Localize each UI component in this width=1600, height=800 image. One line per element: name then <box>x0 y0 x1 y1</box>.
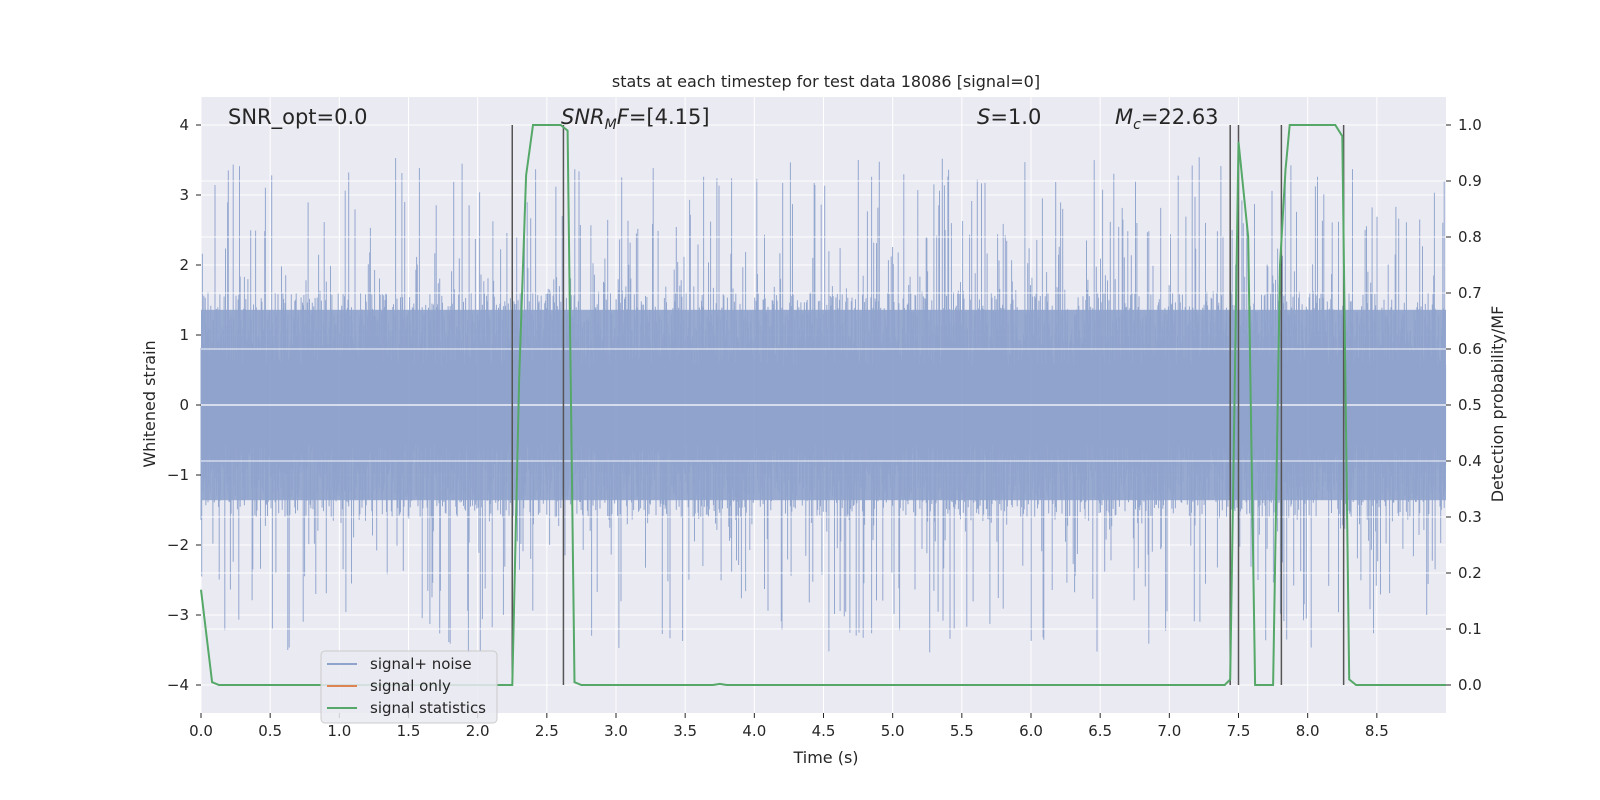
legend-label-signal-noise: signal+ noise <box>370 655 472 673</box>
y-right-tick-label-3: 0.3 <box>1458 508 1482 526</box>
x-tick-label-11: 5.5 <box>950 722 974 740</box>
x-tick-label-15: 7.5 <box>1227 722 1251 740</box>
y-left-tick-label-8: 4 <box>179 116 189 134</box>
y-right-tick-label-5: 0.5 <box>1458 396 1482 414</box>
signal-statistics-series <box>200 124 1446 686</box>
x-tick-label-10: 5.0 <box>881 722 905 740</box>
mc-value: =22.63 <box>1141 105 1219 129</box>
chart-title: stats at each timestep for test data 180… <box>612 72 1040 91</box>
x-tick-label-5: 2.5 <box>535 722 559 740</box>
x-tick-label-17: 8.5 <box>1365 722 1389 740</box>
x-tick-label-2: 1.0 <box>327 722 351 740</box>
legend-label-signal-only: signal only <box>370 677 451 695</box>
x-tick-label-1: 0.5 <box>258 722 282 740</box>
x-tick-label-12: 6.0 <box>1019 722 1043 740</box>
legend-box <box>320 650 498 724</box>
y-right-tick-label-0: 0.0 <box>1458 676 1482 694</box>
y-left-tick-label-0: −4 <box>167 676 189 694</box>
x-tick-label-6: 3.0 <box>604 722 628 740</box>
x-tick-label-16: 8.0 <box>1296 722 1320 740</box>
y-right-tick-label-8: 0.8 <box>1458 228 1482 246</box>
y-left-tick-label-4: 0 <box>179 396 189 414</box>
legend: signal+ noise signal only signal statist… <box>320 650 498 724</box>
signal-statistics-line <box>200 124 1446 686</box>
mc-symbol: M <box>1115 105 1133 129</box>
y-axis-right-label: Detection probability/MF <box>1488 306 1507 503</box>
snr-mf-subscript: M <box>605 117 617 133</box>
snr-mf-annotation: SNRMF=[4.15] <box>561 105 710 133</box>
y-right-tick-label-10: 1.0 <box>1458 116 1482 134</box>
x-tick-label-8: 4.0 <box>742 722 766 740</box>
y-left-tick-label-2: −2 <box>167 536 189 554</box>
legend-label-signal-statistics: signal statistics <box>370 699 486 717</box>
x-tick-label-13: 6.5 <box>1088 722 1112 740</box>
y-left-tick-label-1: −3 <box>167 606 189 624</box>
axis-ticks: 0.0 0.5 1.0 1.5 2.0 2.5 3.0 3.5 4.0 4.5 5.0 5.5 6.0 6… <box>167 116 1482 740</box>
x-tick-label-4: 2.0 <box>466 722 490 740</box>
s-annotation: S=1.0 <box>977 105 1041 129</box>
x-tick-label-3: 1.5 <box>397 722 421 740</box>
y-right-tick-label-9: 0.9 <box>1458 172 1482 190</box>
mc-annotation: Mc=22.63 <box>1115 105 1219 133</box>
x-axis-label: Time (s) <box>792 748 858 767</box>
y-right-tick-label-1: 0.1 <box>1458 620 1482 638</box>
snr-mf-symbol: SNR <box>561 105 605 129</box>
x-tick-label-0: 0.0 <box>189 722 213 740</box>
s-value: =1.0 <box>990 105 1041 129</box>
y-left-tick-label-6: 2 <box>179 256 189 274</box>
y-left-tick-label-7: 3 <box>179 186 189 204</box>
mc-subscript: c <box>1133 117 1141 133</box>
snr-opt-annotation: SNR_opt=0.0 <box>228 105 368 130</box>
snr-mf-suffix: F= <box>617 105 647 129</box>
x-tick-label-7: 3.5 <box>673 722 697 740</box>
x-tick-label-14: 7.0 <box>1157 722 1181 740</box>
y-left-tick-label-5: 1 <box>179 326 189 344</box>
y-right-tick-label-7: 0.7 <box>1458 284 1482 302</box>
y-right-tick-label-4: 0.4 <box>1458 452 1482 470</box>
y-left-tick-label-3: −1 <box>167 466 189 484</box>
x-tick-label-9: 4.5 <box>812 722 836 740</box>
y-axis-left-label: Whitened strain <box>140 340 159 467</box>
snr-mf-value: [4.15] <box>646 105 709 129</box>
y-right-tick-label-6: 0.6 <box>1458 340 1482 358</box>
s-symbol: S <box>977 105 990 129</box>
y-right-tick-label-2: 0.2 <box>1458 564 1482 582</box>
